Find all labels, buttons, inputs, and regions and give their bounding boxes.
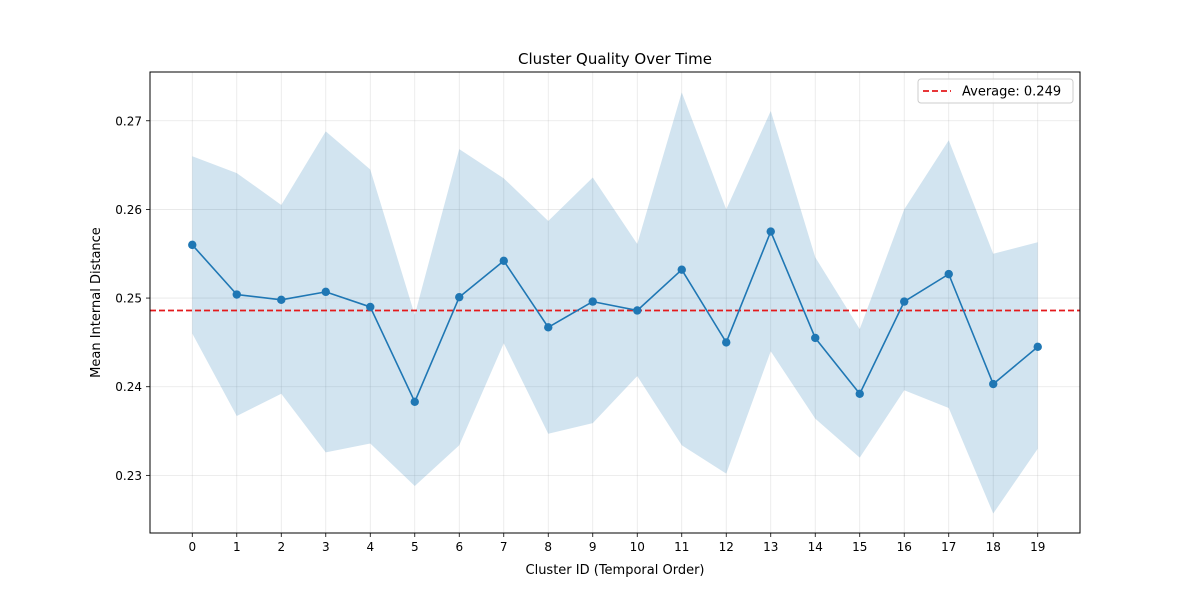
y-tick-label: 0.23 [115, 469, 142, 483]
y-axis-label: Mean Internal Distance [89, 227, 104, 378]
plot-frame [149, 71, 1081, 534]
x-tick-label: 16 [897, 540, 912, 554]
data-point [499, 256, 508, 266]
x-axis-label: Cluster ID (Temporal Order) [526, 563, 705, 578]
x-tick-label: 1 [233, 540, 241, 554]
data-point [544, 323, 553, 332]
series [188, 227, 1042, 406]
confidence-band-area [192, 92, 1038, 514]
chart-title: Cluster Quality Over Time [518, 50, 712, 68]
data-point [321, 287, 330, 297]
y-tick-label: 0.26 [115, 203, 142, 217]
x-tick-label: 12 [719, 540, 734, 554]
x-tick-label: 0 [188, 540, 196, 554]
data-point [677, 265, 686, 274]
y-tick-label: 0.24 [115, 380, 142, 394]
x-tick-label: 15 [852, 540, 867, 554]
data-point [633, 306, 642, 315]
x-tick-label: 13 [763, 540, 778, 554]
data-point [1033, 342, 1042, 352]
x-tick-label: 17 [941, 540, 956, 554]
x-tick-label: 14 [808, 540, 823, 554]
data-point [410, 397, 419, 406]
y-axis: 0.23 0.24 0.25 0.26 0.27 [115, 114, 150, 483]
x-tick-label: 6 [455, 540, 463, 554]
x-tick-label: 2 [277, 540, 285, 554]
x-tick-label: 7 [500, 540, 508, 554]
data-point [722, 338, 731, 347]
x-tick-label: 10 [630, 540, 645, 554]
series-line [191, 230, 1039, 403]
data-point [277, 295, 286, 305]
data-point [588, 297, 597, 306]
data-point [900, 297, 909, 306]
data-point [944, 269, 953, 279]
x-tick-label: 11 [674, 540, 689, 554]
x-tick-label: 18 [986, 540, 1001, 554]
y-tick-label: 0.25 [115, 292, 142, 306]
confidence-band [192, 92, 1038, 514]
legend-average-label: Average: 0.249 [962, 85, 1061, 100]
data-point [811, 333, 820, 343]
data-point [855, 389, 864, 399]
data-point [766, 227, 775, 236]
x-axis: 0 1 2 3 4 5 6 7 8 9 10 11 12 13 14 15 16 17 18 19 [188, 533, 1045, 554]
legend-box [917, 78, 1074, 104]
x-tick-label: 19 [1030, 540, 1045, 554]
data-point [455, 292, 464, 302]
data-point [188, 240, 197, 250]
x-tick-label: 5 [411, 540, 419, 554]
x-tick-label: 8 [544, 540, 552, 554]
data-point [232, 290, 241, 299]
y-tick-label: 0.27 [115, 114, 142, 128]
x-tick-label: 4 [366, 540, 374, 554]
legend: Average: 0.249 [917, 78, 1074, 104]
data-point [989, 379, 998, 389]
x-tick-label: 9 [589, 540, 597, 554]
x-tick-label: 3 [322, 540, 330, 554]
data-point [366, 302, 375, 312]
